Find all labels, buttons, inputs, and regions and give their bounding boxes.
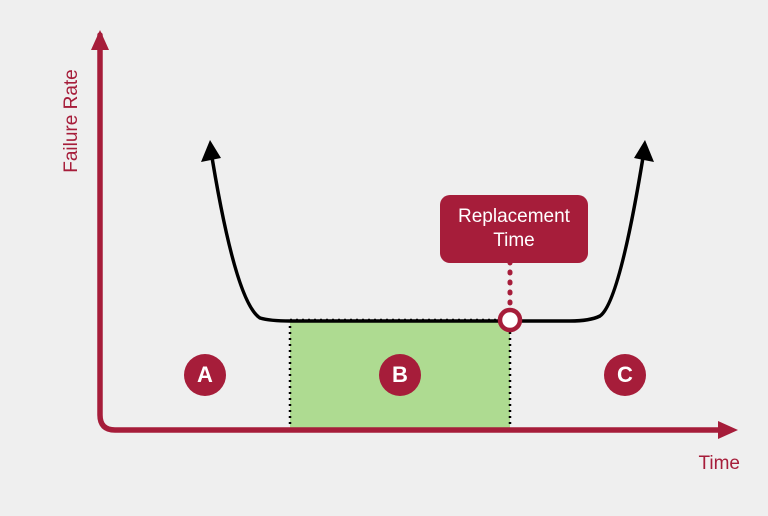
curve-arrow-right (634, 140, 654, 162)
callout-line1: Replacement (458, 206, 570, 227)
x-axis-arrow (718, 421, 738, 439)
region-label-a: A (184, 354, 226, 396)
chart-svg (60, 30, 740, 470)
replacement-callout: Replacement Time (440, 195, 588, 263)
bathtub-chart: Failure Rate Time A B C Rep (60, 30, 740, 470)
region-label-c-text: C (617, 362, 633, 388)
region-label-b: B (379, 354, 421, 396)
region-label-a-text: A (197, 362, 213, 388)
region-label-b-text: B (392, 362, 408, 388)
callout-line2: Time (493, 230, 535, 251)
y-axis-arrow (91, 30, 109, 50)
region-label-c: C (604, 354, 646, 396)
replacement-marker (500, 310, 520, 330)
curve-arrow-left (201, 140, 221, 162)
